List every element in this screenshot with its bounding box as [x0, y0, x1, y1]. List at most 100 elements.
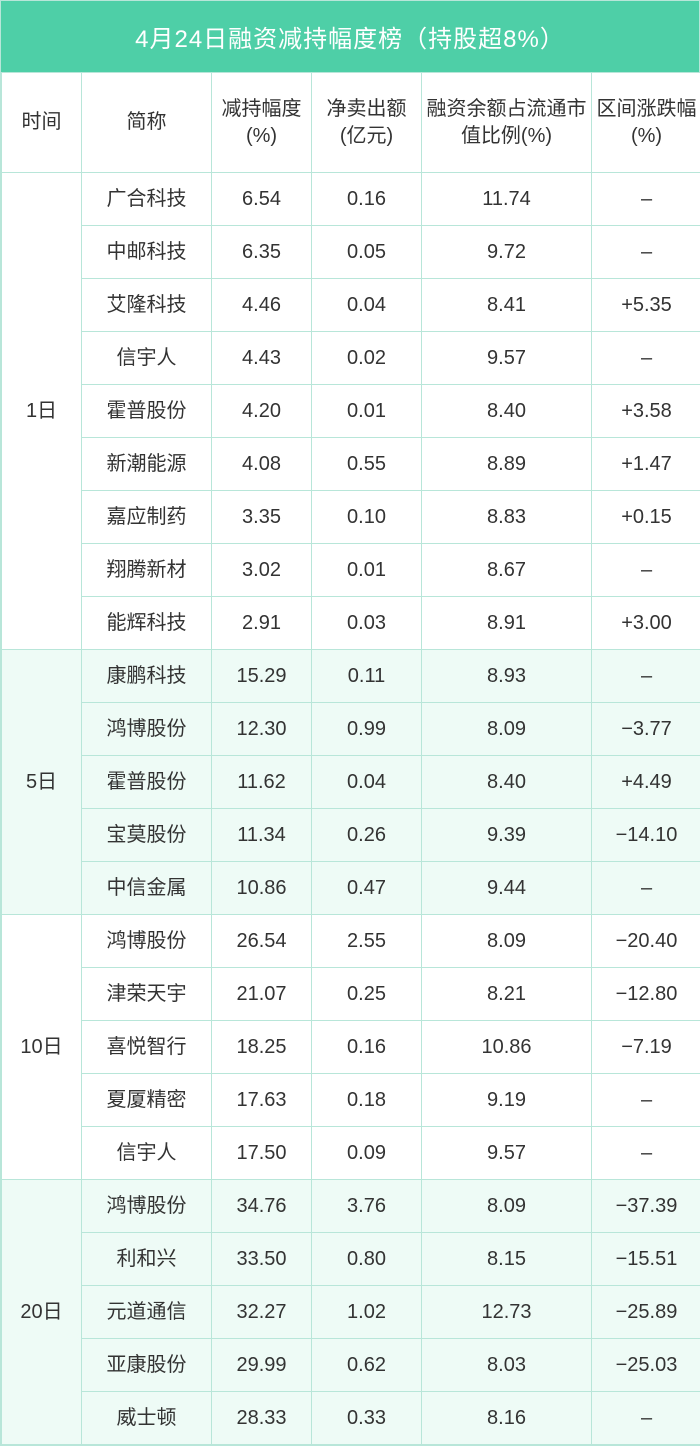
cell-ratio: 8.09: [422, 915, 592, 968]
cell-change: –: [592, 544, 700, 597]
cell-sell: 0.01: [312, 385, 422, 438]
cell-name: 艾隆科技: [82, 279, 212, 332]
cell-name: 亚康股份: [82, 1339, 212, 1392]
table-row: 喜悦智行18.250.1610.86−7.19: [2, 1021, 700, 1074]
table-row: 宝莫股份11.340.269.39−14.10: [2, 809, 700, 862]
cell-name: 鸿博股份: [82, 1180, 212, 1233]
cell-change: −3.77: [592, 703, 700, 756]
col-time: 时间: [2, 73, 82, 173]
table-body: 1日广合科技6.540.1611.74–中邮科技6.350.059.72–艾隆科…: [2, 173, 700, 1445]
cell-name: 能辉科技: [82, 597, 212, 650]
table-row: 霍普股份11.620.048.40+4.49: [2, 756, 700, 809]
cell-change: −7.19: [592, 1021, 700, 1074]
cell-sell: 2.55: [312, 915, 422, 968]
cell-change: −25.89: [592, 1286, 700, 1339]
table-row: 霍普股份4.200.018.40+3.58: [2, 385, 700, 438]
cell-name: 霍普股份: [82, 756, 212, 809]
cell-reduce: 11.34: [212, 809, 312, 862]
cell-reduce: 12.30: [212, 703, 312, 756]
table-row: 津荣天宇21.070.258.21−12.80: [2, 968, 700, 1021]
cell-sell: 0.62: [312, 1339, 422, 1392]
cell-change: +1.47: [592, 438, 700, 491]
cell-sell: 0.25: [312, 968, 422, 1021]
period-cell: 1日: [2, 173, 82, 650]
table-row: 新潮能源4.080.558.89+1.47: [2, 438, 700, 491]
cell-reduce: 33.50: [212, 1233, 312, 1286]
cell-ratio: 9.57: [422, 1127, 592, 1180]
cell-ratio: 8.41: [422, 279, 592, 332]
cell-ratio: 9.39: [422, 809, 592, 862]
cell-ratio: 8.21: [422, 968, 592, 1021]
cell-reduce: 17.50: [212, 1127, 312, 1180]
cell-name: 康鹏科技: [82, 650, 212, 703]
cell-reduce: 17.63: [212, 1074, 312, 1127]
cell-sell: 0.33: [312, 1392, 422, 1445]
header-row: 时间 简称 减持幅度(%) 净卖出额(亿元) 融资余额占流通市值比例(%) 区间…: [2, 73, 700, 173]
table-row: 1日广合科技6.540.1611.74–: [2, 173, 700, 226]
cell-sell: 0.55: [312, 438, 422, 491]
cell-change: +3.00: [592, 597, 700, 650]
cell-ratio: 8.15: [422, 1233, 592, 1286]
cell-change: −15.51: [592, 1233, 700, 1286]
cell-reduce: 4.08: [212, 438, 312, 491]
cell-sell: 0.04: [312, 756, 422, 809]
table-row: 艾隆科技4.460.048.41+5.35: [2, 279, 700, 332]
cell-change: –: [592, 1392, 700, 1445]
cell-name: 鸿博股份: [82, 915, 212, 968]
cell-change: +3.58: [592, 385, 700, 438]
cell-name: 夏厦精密: [82, 1074, 212, 1127]
table-row: 鸿博股份12.300.998.09−3.77: [2, 703, 700, 756]
table-title: 4月24日融资减持幅度榜（持股超8%）: [1, 1, 699, 72]
table-row: 中信金属10.860.479.44–: [2, 862, 700, 915]
cell-reduce: 34.76: [212, 1180, 312, 1233]
cell-change: +4.49: [592, 756, 700, 809]
cell-reduce: 32.27: [212, 1286, 312, 1339]
cell-sell: 3.76: [312, 1180, 422, 1233]
cell-reduce: 4.46: [212, 279, 312, 332]
cell-ratio: 8.09: [422, 1180, 592, 1233]
data-table: 时间 简称 减持幅度(%) 净卖出额(亿元) 融资余额占流通市值比例(%) 区间…: [1, 72, 700, 1445]
col-ratio: 融资余额占流通市值比例(%): [422, 73, 592, 173]
col-change: 区间涨跌幅(%): [592, 73, 700, 173]
table-row: 亚康股份29.990.628.03−25.03: [2, 1339, 700, 1392]
cell-ratio: 8.93: [422, 650, 592, 703]
cell-reduce: 15.29: [212, 650, 312, 703]
cell-sell: 0.02: [312, 332, 422, 385]
cell-name: 宝莫股份: [82, 809, 212, 862]
cell-sell: 0.03: [312, 597, 422, 650]
cell-ratio: 8.83: [422, 491, 592, 544]
financing-reduction-table: 4月24日融资减持幅度榜（持股超8%） 时间 简称 减持幅度(%) 净卖出额(亿…: [0, 0, 700, 1446]
table-row: 能辉科技2.910.038.91+3.00: [2, 597, 700, 650]
cell-change: –: [592, 226, 700, 279]
cell-sell: 0.18: [312, 1074, 422, 1127]
cell-name: 喜悦智行: [82, 1021, 212, 1074]
table-row: 信宇人17.500.099.57–: [2, 1127, 700, 1180]
cell-change: −37.39: [592, 1180, 700, 1233]
cell-reduce: 4.43: [212, 332, 312, 385]
cell-change: –: [592, 650, 700, 703]
cell-name: 嘉应制药: [82, 491, 212, 544]
table-row: 威士顿28.330.338.16–: [2, 1392, 700, 1445]
cell-change: −12.80: [592, 968, 700, 1021]
cell-name: 广合科技: [82, 173, 212, 226]
cell-sell: 0.16: [312, 173, 422, 226]
cell-change: +5.35: [592, 279, 700, 332]
cell-change: –: [592, 862, 700, 915]
cell-ratio: 9.19: [422, 1074, 592, 1127]
cell-ratio: 8.89: [422, 438, 592, 491]
cell-name: 信宇人: [82, 332, 212, 385]
cell-name: 津荣天宇: [82, 968, 212, 1021]
cell-ratio: 11.74: [422, 173, 592, 226]
cell-name: 中信金属: [82, 862, 212, 915]
cell-ratio: 9.57: [422, 332, 592, 385]
cell-reduce: 2.91: [212, 597, 312, 650]
cell-name: 新潮能源: [82, 438, 212, 491]
col-sell: 净卖出额(亿元): [312, 73, 422, 173]
cell-change: +0.15: [592, 491, 700, 544]
cell-change: −25.03: [592, 1339, 700, 1392]
period-cell: 5日: [2, 650, 82, 915]
cell-sell: 0.99: [312, 703, 422, 756]
period-cell: 20日: [2, 1180, 82, 1445]
cell-name: 威士顿: [82, 1392, 212, 1445]
table-row: 翔腾新材3.020.018.67–: [2, 544, 700, 597]
